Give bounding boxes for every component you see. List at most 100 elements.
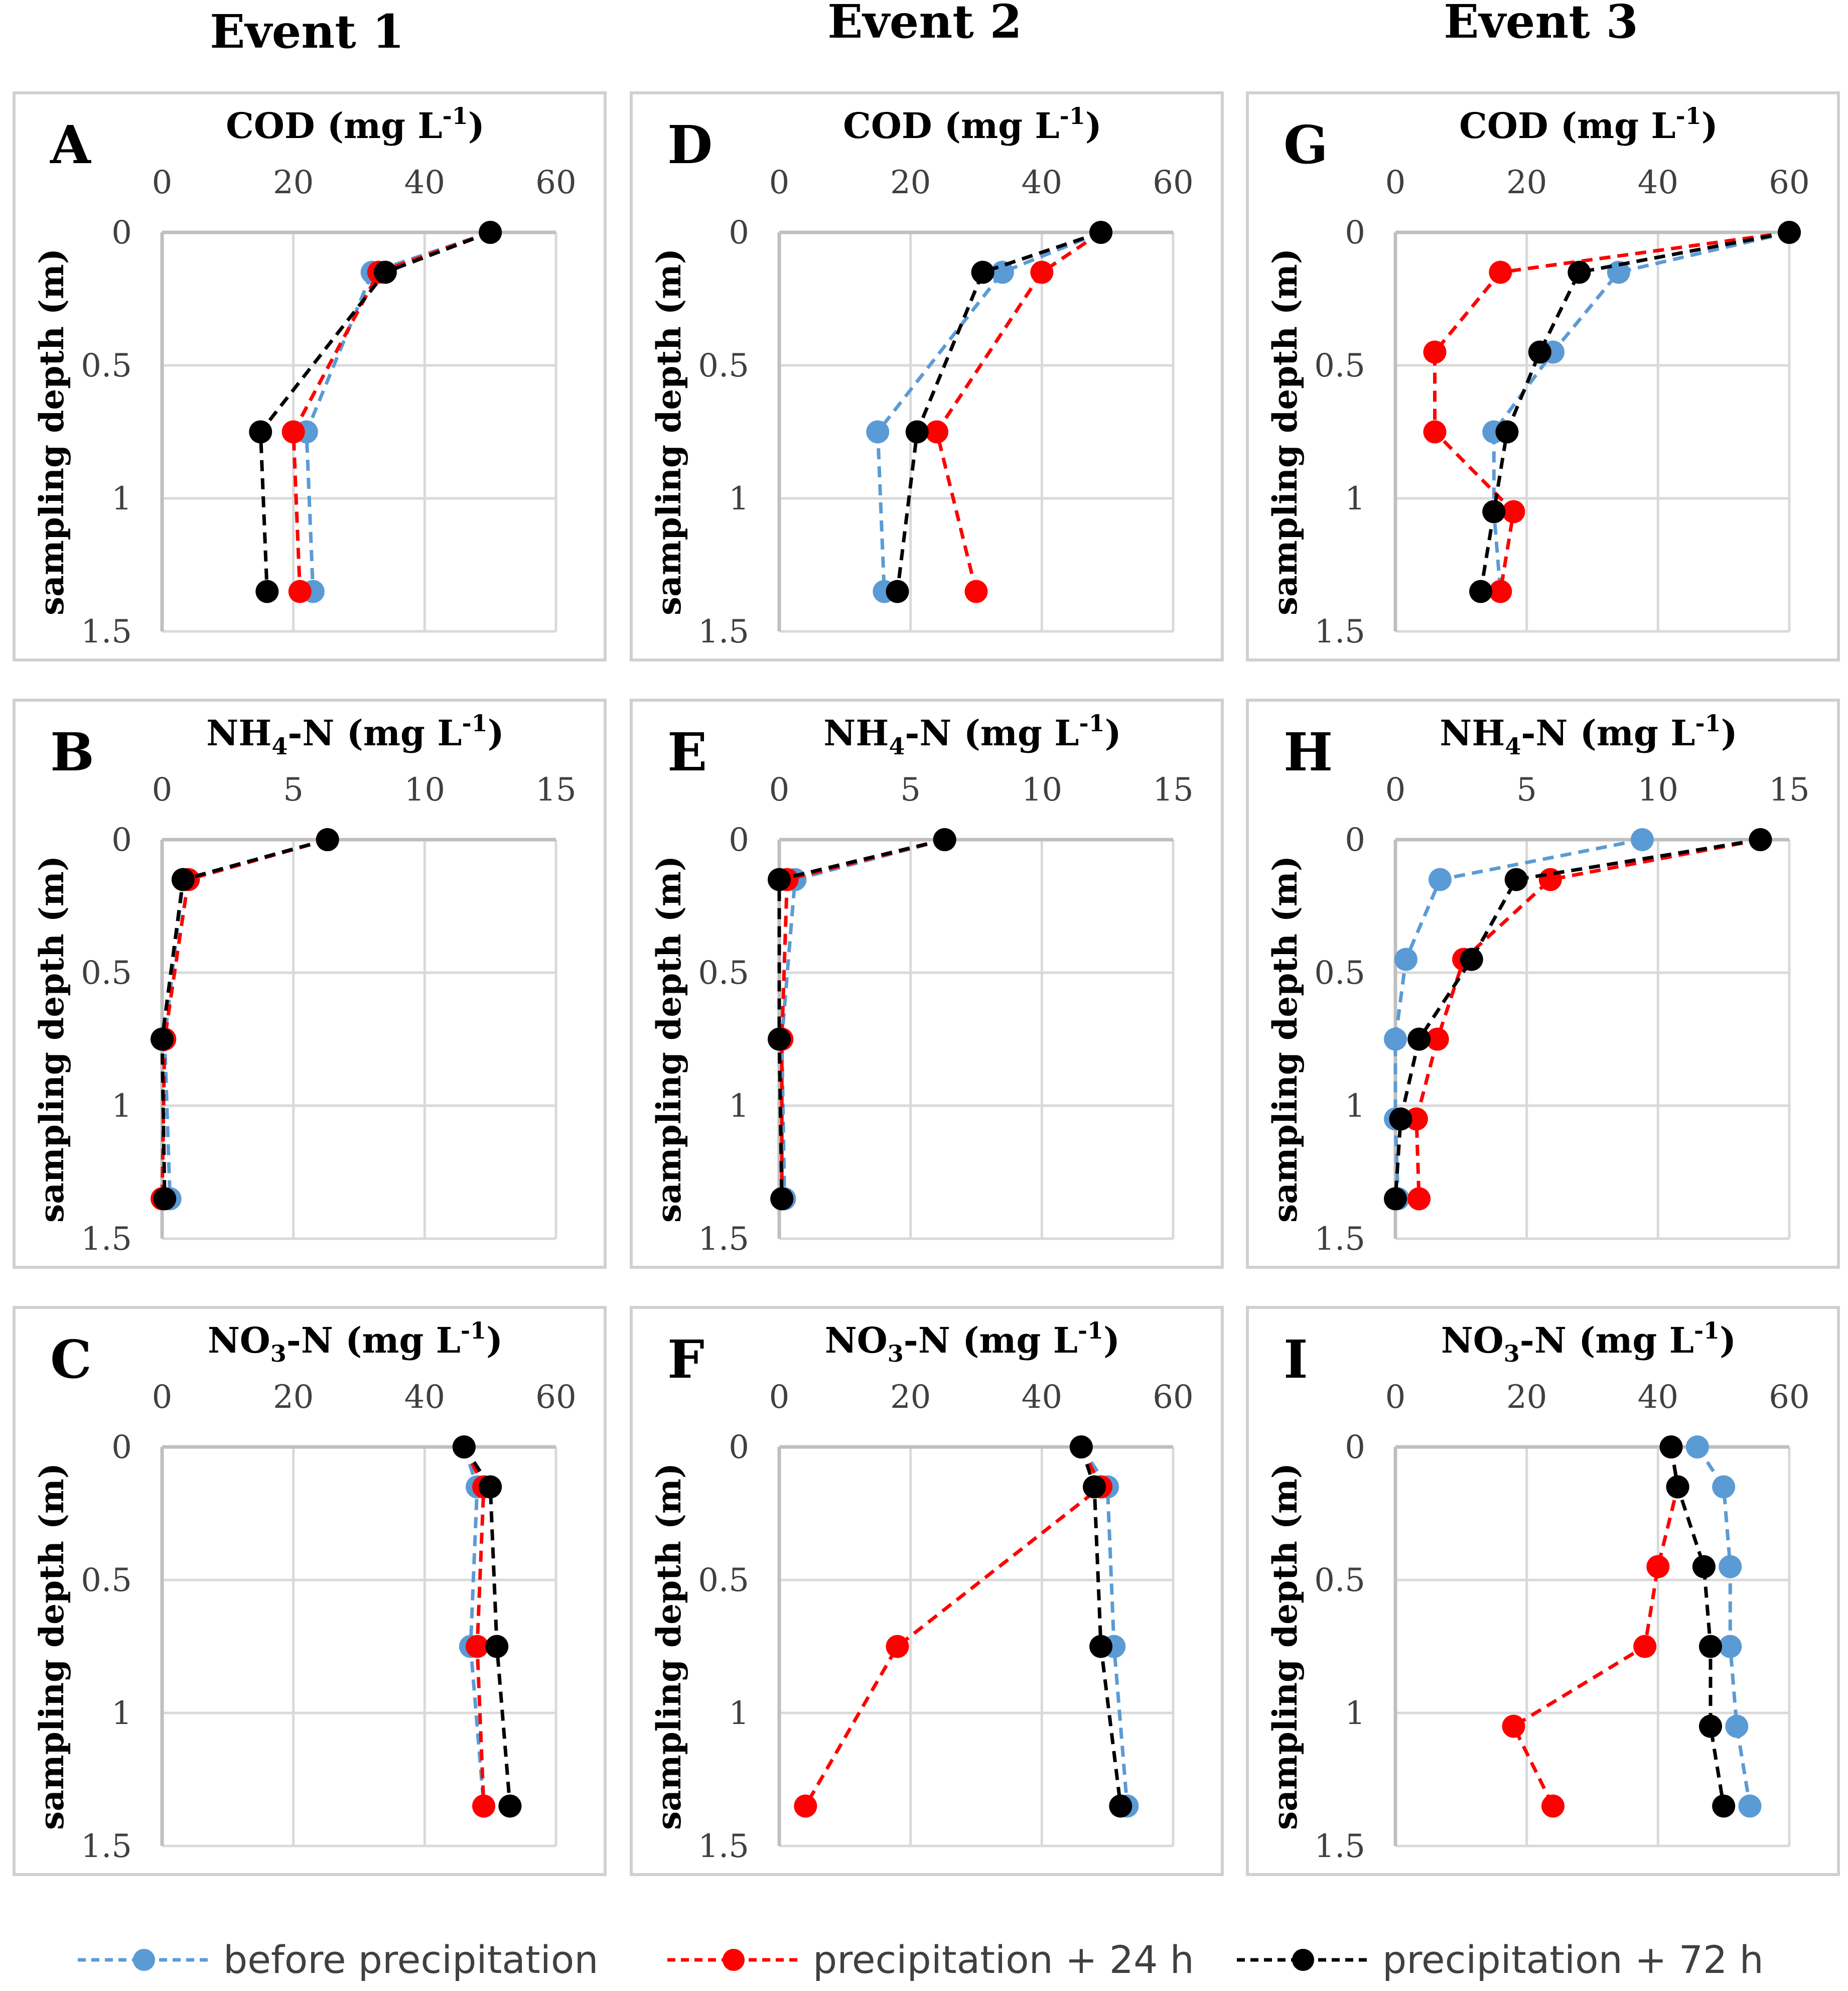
panel-letter: D — [667, 114, 713, 176]
series-precipitation-72-h — [452, 1435, 522, 1818]
y-tick-label: 1 — [111, 1088, 132, 1125]
data-point — [925, 420, 948, 444]
y-tick-label: 0.5 — [81, 955, 132, 992]
data-point — [1692, 1555, 1716, 1578]
series-precipitation-24-h — [1423, 221, 1801, 603]
panel-frame — [1246, 1306, 1840, 1876]
data-point — [1666, 1475, 1689, 1499]
data-point — [1541, 1794, 1565, 1818]
x-tick-label: 0 — [769, 771, 790, 809]
x-tick-label: 40 — [404, 1379, 445, 1416]
x-tick-label: 40 — [404, 164, 445, 201]
x-tick-label: 20 — [1506, 164, 1547, 201]
x-tick-label: 40 — [1022, 164, 1062, 201]
series-precipitation-72-h — [1384, 828, 1772, 1211]
y-tick-label: 0 — [729, 822, 749, 859]
panel-B: B NH4-N (mg L-1) 0 5 10 15 0 0.5 1 1.5 sampling de… — [13, 699, 607, 1269]
data-point — [1630, 828, 1654, 851]
data-point — [1482, 500, 1506, 523]
panel-frame — [630, 1306, 1224, 1876]
data-point — [1407, 1027, 1431, 1051]
series-line — [1669, 1446, 1726, 1807]
data-point — [1460, 948, 1483, 971]
panel-letter: H — [1284, 721, 1333, 783]
y-tick-label: 0 — [1345, 214, 1365, 251]
y-axis-label: sampling depth (m) — [1265, 1463, 1305, 1830]
y-tick-label: 0 — [729, 1429, 749, 1466]
x-tick-label: 5 — [283, 771, 304, 809]
panel-letter: E — [667, 721, 707, 783]
x-tick-label: 5 — [1516, 771, 1537, 809]
y-tick-label: 0.5 — [698, 1562, 749, 1599]
series-precipitation-72-h — [886, 221, 1113, 603]
x-tick-label: 40 — [1638, 164, 1678, 201]
data-point — [171, 868, 195, 891]
data-point — [794, 1794, 817, 1818]
series-line — [258, 230, 491, 592]
data-point — [1428, 868, 1452, 891]
data-point — [1426, 1027, 1449, 1051]
data-point — [866, 420, 890, 444]
y-tick-label: 0 — [111, 214, 132, 251]
x-tick-label: 15 — [1769, 771, 1809, 809]
data-point — [288, 580, 312, 603]
y-tick-label: 1 — [1345, 480, 1365, 517]
data-point — [452, 1435, 476, 1458]
data-point — [1489, 580, 1512, 603]
data-point — [768, 1027, 791, 1051]
data-point — [886, 1635, 909, 1658]
data-point — [1384, 1027, 1407, 1051]
panel-title: COD (mg L-1) — [226, 102, 485, 147]
panel-D: D COD (mg L-1) 0 20 40 60 0 0.5 1 1.5 sampling dep… — [630, 91, 1224, 661]
y-tick-label: 0 — [111, 822, 132, 859]
data-point — [1568, 260, 1591, 284]
x-tick-label: 10 — [1022, 771, 1062, 809]
data-point — [151, 1027, 174, 1051]
y-tick-label: 1.5 — [698, 1828, 749, 1865]
y-tick-label: 0 — [1345, 822, 1365, 859]
y-tick-label: 1.5 — [81, 1221, 132, 1258]
y-tick-label: 0.5 — [81, 347, 132, 384]
y-axis-label: sampling depth (m) — [32, 248, 71, 615]
y-tick-label: 1 — [729, 1088, 749, 1125]
legend-marker — [133, 1949, 155, 1971]
x-tick-label: 0 — [769, 1379, 790, 1416]
series-line — [462, 1446, 512, 1806]
legend-item: precipitation + 24 h — [667, 1937, 1194, 1982]
series-precipitation-72-h — [1659, 1435, 1736, 1818]
data-point — [1423, 340, 1447, 364]
data-point — [485, 1635, 509, 1658]
series-line — [935, 231, 1102, 592]
panel-frame — [630, 699, 1224, 1269]
y-axis-label: sampling depth (m) — [32, 1463, 71, 1830]
y-tick-label: 0.5 — [698, 347, 749, 384]
data-point — [1384, 1187, 1407, 1211]
panel-F: F NO3-N (mg L-1) 0 20 40 60 0 0.5 1 1.5 sampling d… — [630, 1306, 1224, 1876]
series-precipitation-72-h — [1469, 221, 1801, 603]
data-point — [1423, 420, 1447, 444]
y-tick-label: 1 — [729, 1695, 749, 1732]
series-line — [462, 1446, 486, 1806]
panel-letter: G — [1284, 114, 1328, 176]
data-point — [1685, 1435, 1709, 1458]
panel-frame — [1246, 699, 1840, 1269]
data-point — [1725, 1714, 1749, 1738]
series-line — [462, 1446, 486, 1806]
series-line — [1511, 1446, 1680, 1807]
series-line — [896, 230, 1102, 592]
x-tick-label: 0 — [152, 164, 173, 201]
data-point — [1502, 1714, 1525, 1738]
data-point — [1528, 340, 1551, 364]
y-tick-label: 0 — [1345, 1429, 1365, 1466]
x-tick-label: 60 — [1153, 164, 1193, 201]
x-tick-label: 40 — [1022, 1379, 1062, 1416]
data-point — [373, 260, 397, 284]
y-tick-label: 1 — [111, 480, 132, 517]
data-point — [479, 1475, 502, 1499]
series-line — [1433, 230, 1790, 592]
data-point — [1719, 1635, 1742, 1658]
y-tick-label: 0.5 — [81, 1562, 132, 1599]
panel-frame — [13, 699, 607, 1269]
